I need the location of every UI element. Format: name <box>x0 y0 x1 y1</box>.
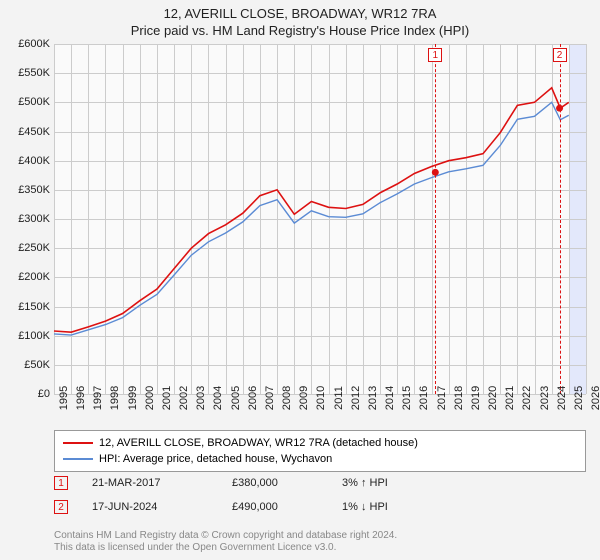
sale-row: 2 17-JUN-2024 £490,000 1% ↓ HPI <box>54 500 586 514</box>
x-axis-label: 2004 <box>212 386 224 410</box>
y-axis-label: £350K <box>2 184 50 196</box>
x-axis-label: 2020 <box>487 386 499 410</box>
legend-row: HPI: Average price, detached house, Wych… <box>63 451 577 467</box>
sale-marker-icon: 1 <box>54 476 68 490</box>
sale-marker-icon: 1 <box>428 48 442 62</box>
x-axis-label: 1999 <box>127 386 139 410</box>
x-axis-label: 2008 <box>281 386 293 410</box>
legend: 12, AVERILL CLOSE, BROADWAY, WR12 7RA (d… <box>54 430 586 472</box>
x-axis-label: 2013 <box>367 386 379 410</box>
legend-label: 12, AVERILL CLOSE, BROADWAY, WR12 7RA (d… <box>99 435 418 451</box>
footnote-line: Contains HM Land Registry data © Crown c… <box>54 530 397 542</box>
sale-delta: 3% ↑ HPI <box>342 477 452 489</box>
x-axis-label: 1997 <box>92 386 104 410</box>
y-axis-label: £250K <box>2 242 50 254</box>
x-axis-label: 2010 <box>315 386 327 410</box>
y-axis-label: £500K <box>2 96 50 108</box>
x-axis-label: 2014 <box>384 386 396 410</box>
x-axis-label: 2025 <box>573 386 585 410</box>
legend-row: 12, AVERILL CLOSE, BROADWAY, WR12 7RA (d… <box>63 435 577 451</box>
chart-svg <box>54 44 586 394</box>
x-axis-label: 2024 <box>556 386 568 410</box>
title-main: 12, AVERILL CLOSE, BROADWAY, WR12 7RA <box>0 6 600 21</box>
sale-row: 1 21-MAR-2017 £380,000 3% ↑ HPI <box>54 476 586 490</box>
y-axis-label: £550K <box>2 67 50 79</box>
x-axis-label: 2011 <box>333 386 345 410</box>
x-axis-label: 2021 <box>504 386 516 410</box>
y-axis-label: £200K <box>2 271 50 283</box>
x-axis-label: 2022 <box>521 386 533 410</box>
x-axis-label: 2009 <box>298 386 310 410</box>
y-axis-label: £100K <box>2 330 50 342</box>
x-axis-label: 1995 <box>58 386 70 410</box>
x-axis-label: 2002 <box>178 386 190 410</box>
sale-marker-icon: 2 <box>553 48 567 62</box>
plot-area: 12 <box>54 44 586 394</box>
x-axis-label: 2016 <box>418 386 430 410</box>
legend-swatch-icon <box>63 442 93 444</box>
x-axis-label: 1998 <box>109 386 121 410</box>
x-axis-label: 2019 <box>470 386 482 410</box>
sale-delta: 1% ↓ HPI <box>342 501 452 513</box>
sale-date: 17-JUN-2024 <box>92 501 232 513</box>
sale-marker-icon: 2 <box>54 500 68 514</box>
x-axis-label: 2006 <box>247 386 259 410</box>
y-axis-label: £600K <box>2 38 50 50</box>
title-sub: Price paid vs. HM Land Registry's House … <box>0 23 600 38</box>
footnote: Contains HM Land Registry data © Crown c… <box>54 530 397 554</box>
y-axis-label: £300K <box>2 213 50 225</box>
x-axis-label: 2017 <box>436 386 448 410</box>
x-axis-label: 2003 <box>195 386 207 410</box>
titles: 12, AVERILL CLOSE, BROADWAY, WR12 7RA Pr… <box>0 0 600 38</box>
y-axis-label: £400K <box>2 155 50 167</box>
x-axis-label: 1996 <box>75 386 87 410</box>
y-axis-label: £450K <box>2 126 50 138</box>
x-axis-label: 2007 <box>264 386 276 410</box>
x-axis-label: 2001 <box>161 386 173 410</box>
y-axis-label: £150K <box>2 301 50 313</box>
footnote-line: This data is licensed under the Open Gov… <box>54 542 397 554</box>
x-axis-label: 2018 <box>453 386 465 410</box>
y-axis-label: £0 <box>2 388 50 400</box>
legend-label: HPI: Average price, detached house, Wych… <box>99 451 332 467</box>
x-axis-label: 2012 <box>350 386 362 410</box>
x-axis-label: 2015 <box>401 386 413 410</box>
x-axis-label: 2023 <box>539 386 551 410</box>
sale-price: £490,000 <box>232 501 342 513</box>
x-axis-label: 2005 <box>230 386 242 410</box>
sale-price: £380,000 <box>232 477 342 489</box>
sale-date: 21-MAR-2017 <box>92 477 232 489</box>
x-axis-label: 2026 <box>590 386 600 410</box>
x-axis-label: 2000 <box>144 386 156 410</box>
y-axis-label: £50K <box>2 359 50 371</box>
chart-container: 12, AVERILL CLOSE, BROADWAY, WR12 7RA Pr… <box>0 0 600 560</box>
legend-swatch-icon <box>63 458 93 460</box>
